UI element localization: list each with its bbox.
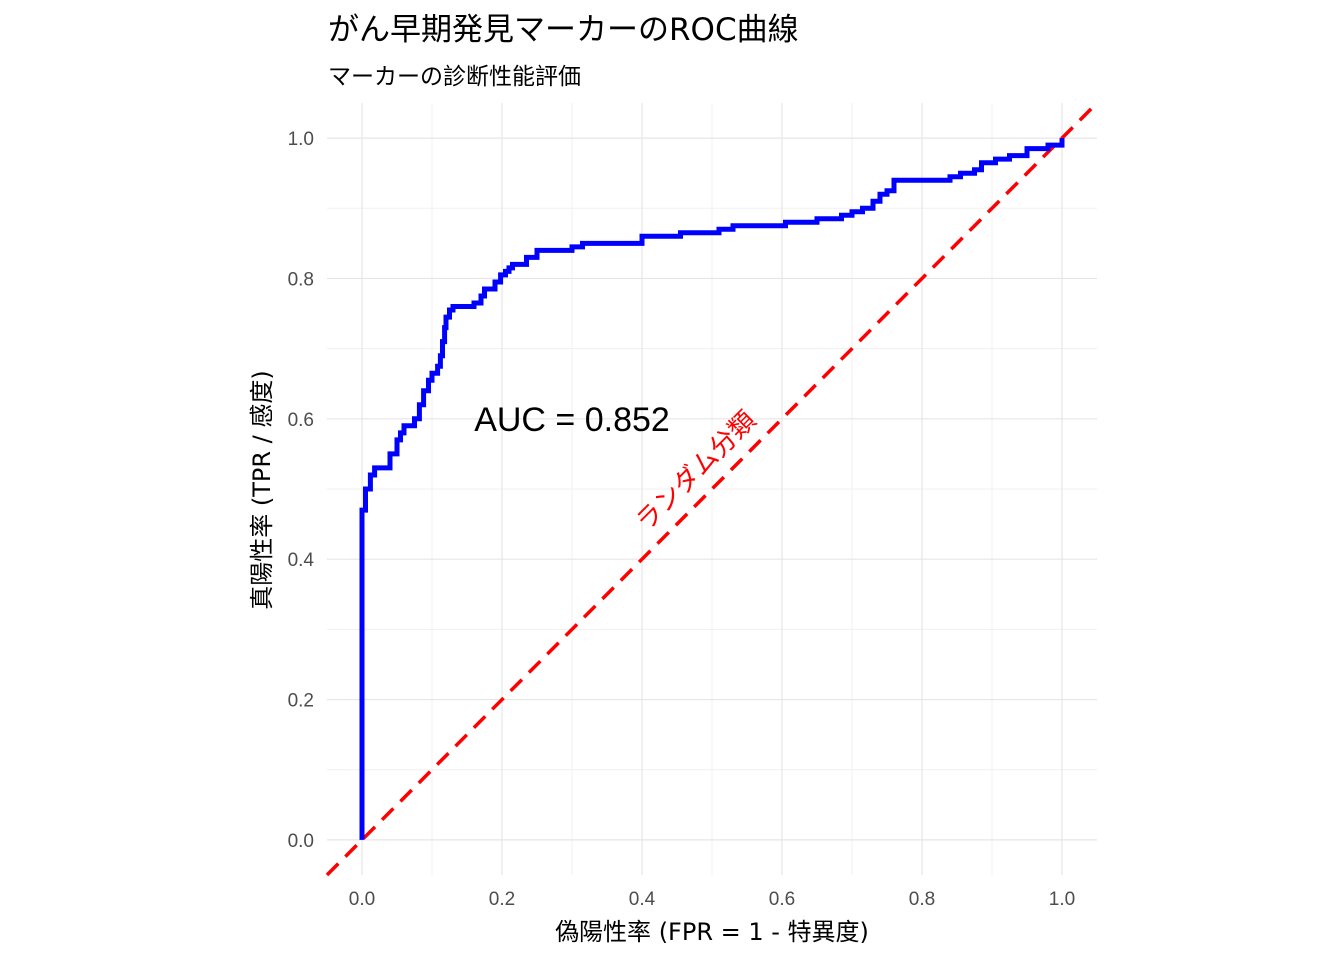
x-tick-label: 0.6 bbox=[769, 889, 795, 910]
y-tick-label: 0.0 bbox=[288, 831, 314, 852]
chart-subtitle: マーカーの診断性能評価 bbox=[328, 64, 581, 90]
x-axis-ticks: 0.0 0.2 0.4 0.6 0.8 1.0 bbox=[349, 889, 1075, 910]
x-tick-label: 1.0 bbox=[1049, 889, 1075, 910]
y-axis-title: 真陽性率 (TPR / 感度) bbox=[248, 370, 276, 610]
y-tick-label: 1.0 bbox=[288, 129, 314, 150]
x-tick-label: 0.8 bbox=[909, 889, 935, 910]
y-tick-label: 0.2 bbox=[288, 691, 314, 712]
x-tick-label: 0.0 bbox=[349, 889, 375, 910]
y-tick-label: 0.4 bbox=[288, 550, 315, 571]
auc-annotation: AUC = 0.852 bbox=[474, 401, 670, 439]
y-tick-label: 0.6 bbox=[288, 410, 314, 431]
grid bbox=[327, 103, 1097, 875]
series-layer bbox=[325, 101, 1099, 877]
y-axis-ticks: 0.0 0.2 0.4 0.6 0.8 1.0 bbox=[288, 129, 315, 852]
roc-curve bbox=[359, 138, 1065, 840]
x-tick-label: 0.4 bbox=[629, 889, 656, 910]
y-tick-label: 0.8 bbox=[288, 269, 314, 290]
x-tick-label: 0.2 bbox=[489, 889, 515, 910]
chart-title: がん早期発見マーカーのROC曲線 bbox=[328, 12, 799, 48]
x-axis-title: 偽陽性率 (FPR = 1 - 特異度) bbox=[555, 918, 869, 946]
